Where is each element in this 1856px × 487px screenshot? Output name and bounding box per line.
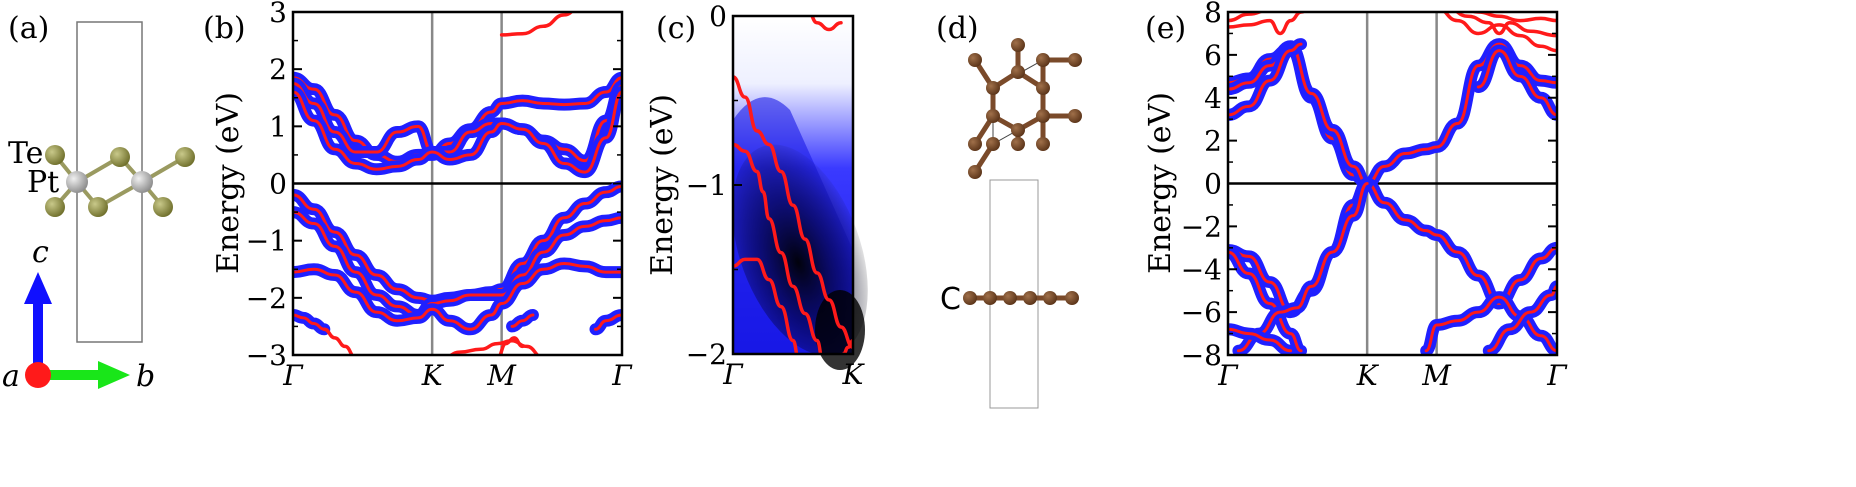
fit-band-series: [1487, 284, 1557, 353]
pt-label: Pt: [27, 165, 59, 200]
x-tick-label: Γ: [1217, 359, 1239, 392]
dft-band-series: [1228, 40, 1374, 190]
fit-band-series: [1442, 12, 1557, 53]
y-tick-label: −3: [246, 339, 287, 372]
y-tick-label: 4: [1204, 82, 1222, 115]
te-label: Te: [8, 136, 43, 171]
bonds-d: [970, 45, 1075, 301]
fit-band-series: [498, 336, 525, 355]
fit-band-series: [322, 327, 354, 355]
c-atoms-side: [963, 291, 1079, 305]
fit-band-series: [841, 338, 853, 354]
y-tick-label: 0: [709, 0, 727, 33]
y-tick-label: −6: [1181, 296, 1222, 329]
fit-band-series: [1228, 42, 1303, 117]
y-tick-label: 2: [269, 53, 287, 86]
y-tick-label: −2: [246, 282, 287, 315]
fit-band-series: [1424, 295, 1557, 353]
x-tick-label: Γ: [1546, 359, 1568, 392]
fit-band-series: [1470, 12, 1557, 23]
fit-band-series: [733, 257, 799, 354]
fit-band-series: [1228, 327, 1293, 353]
fit-band-series: [293, 90, 622, 174]
structure-d: C: [940, 38, 1082, 409]
te-atom: [175, 147, 195, 167]
x-tick-label: M: [486, 359, 517, 392]
te-atom: [110, 147, 130, 167]
te-atom: [153, 197, 173, 217]
x-tick-label: K: [842, 358, 866, 391]
x-tick-label: K: [421, 359, 445, 392]
axis-c-label: c: [32, 235, 49, 270]
fit-band-series: [293, 262, 622, 331]
axis-b-label: b: [136, 359, 155, 394]
y-tick-label: −2: [1181, 210, 1222, 243]
fit-band-series: [293, 81, 622, 163]
axis-b-arrowhead: [98, 361, 130, 389]
c-atom-label: C: [940, 282, 961, 317]
y-tick-label: 6: [1204, 39, 1222, 72]
fit-band-series: [810, 16, 843, 32]
x-tick-label: Γ: [611, 359, 633, 392]
x-tick-label: K: [1356, 359, 1380, 392]
axis-a-label: a: [2, 359, 20, 394]
y-tick-label: −2: [686, 338, 727, 371]
fit-band-series: [499, 12, 574, 37]
fit-band-series: [293, 210, 622, 317]
axis-c-arrowhead: [24, 272, 52, 304]
fit-band-series: [448, 338, 541, 355]
x-tick-label: M: [1421, 359, 1452, 392]
fit-band-series: [733, 142, 823, 354]
structure-a: Te Pt c b a: [2, 21, 195, 394]
y-tick-label: 0: [269, 168, 287, 201]
te-atom: [88, 197, 108, 217]
pt-atom: [131, 171, 153, 193]
y-tick-label: 3: [269, 0, 287, 29]
x-tick-label: Γ: [722, 358, 744, 391]
pt-atom: [66, 171, 88, 193]
panel-label-c: (c): [656, 11, 696, 46]
fit-band-series: [1454, 12, 1557, 38]
fit-band-series: [1228, 44, 1369, 185]
x-tick-label: Γ: [282, 359, 304, 392]
te-atom: [45, 145, 65, 165]
panel-label-a: (a): [8, 11, 49, 46]
y-tick-label: 1: [269, 110, 287, 143]
chart-c: 0 −1 −2Γ K Energy (eV): [645, 0, 868, 391]
y-tick-label: −1: [686, 169, 727, 202]
y-tick-label: 2: [1204, 125, 1222, 158]
ylabel-c: Energy (eV): [645, 94, 680, 276]
ylabel-e: Energy (eV): [1143, 92, 1178, 274]
fit-band-series: [733, 75, 853, 349]
panel-label-e: (e): [1145, 11, 1186, 46]
y-tick-label: −4: [1181, 253, 1222, 286]
y-tick-label: 0: [1204, 168, 1222, 201]
panel-label-d: (d): [936, 11, 979, 46]
fit-band-series: [1228, 12, 1307, 36]
panel-label-b: (b): [203, 11, 246, 46]
fit-band-series: [1476, 49, 1557, 117]
fit-band-series: [594, 313, 622, 331]
y-tick-label: −1: [246, 225, 287, 258]
y-tick-label: −8: [1181, 339, 1222, 372]
fit-band-series: [293, 313, 326, 331]
c-atoms-top: [968, 38, 1082, 179]
fit-band-series: [1228, 250, 1303, 353]
y-tick-label: 8: [1204, 0, 1222, 29]
te-atom: [45, 197, 65, 217]
ylabel-b: Energy (eV): [211, 92, 246, 274]
axis-a-dot: [25, 362, 51, 388]
fit-band-series: [510, 313, 535, 328]
